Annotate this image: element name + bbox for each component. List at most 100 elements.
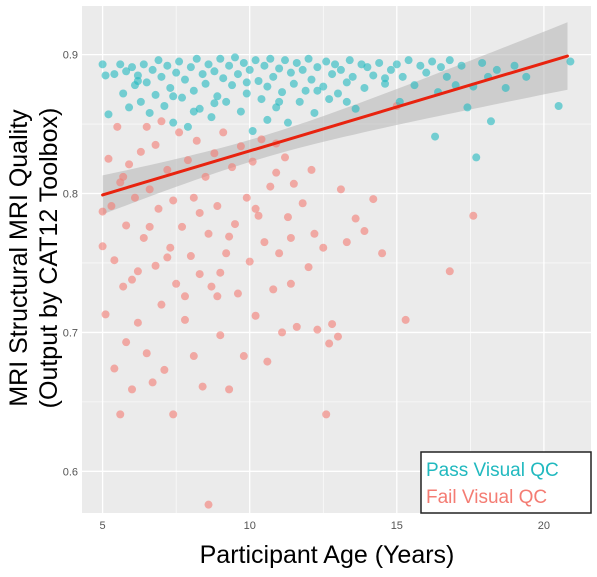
fail-point	[198, 382, 207, 391]
pass-point	[363, 63, 372, 72]
pass-point	[331, 60, 340, 69]
pass-point	[178, 93, 187, 102]
y-axis-title-line1: MRI Structural MRI Quality	[5, 109, 33, 407]
legend-label-pass: Pass Visual QC	[426, 460, 559, 481]
pass-point	[381, 74, 390, 83]
pass-point	[163, 61, 172, 70]
pass-point	[275, 64, 284, 73]
fail-point	[233, 289, 242, 298]
pass-point	[386, 65, 395, 74]
legend-box	[420, 451, 592, 514]
fail-point	[145, 222, 154, 231]
pass-points-layer	[98, 53, 575, 162]
fail-point	[110, 256, 119, 265]
fail-point	[192, 136, 201, 145]
fail-point	[213, 202, 222, 211]
pass-point	[328, 70, 337, 79]
pass-point	[336, 65, 345, 74]
fail-point	[278, 328, 287, 337]
pass-point	[189, 86, 198, 95]
pass-point	[125, 103, 134, 112]
pass-point	[210, 67, 219, 76]
fail-point	[139, 233, 148, 242]
pass-point	[457, 61, 466, 70]
pass-point	[398, 72, 407, 81]
pass-point	[128, 63, 137, 72]
pass-point	[431, 132, 440, 141]
pass-point	[348, 72, 357, 81]
fail-point	[189, 352, 198, 361]
pass-point	[142, 78, 151, 87]
x-tick-label: 5	[100, 520, 106, 532]
fail-point	[325, 339, 334, 348]
fail-point	[251, 204, 260, 213]
pass-point	[395, 97, 404, 106]
fail-point	[183, 156, 192, 165]
fail-point	[142, 349, 151, 358]
pass-point	[186, 63, 195, 72]
fail-point	[292, 322, 301, 331]
pass-point	[510, 61, 519, 70]
pass-point	[242, 89, 251, 98]
pass-point	[486, 117, 495, 126]
fail-point	[104, 154, 113, 163]
pass-point	[333, 89, 342, 98]
pass-point	[228, 81, 237, 90]
fail-point	[207, 282, 216, 291]
pass-point	[313, 63, 322, 72]
fail-point	[101, 310, 110, 319]
fail-point	[148, 378, 157, 387]
fail-point	[213, 292, 222, 301]
pass-point	[151, 90, 160, 99]
fail-point	[257, 135, 266, 144]
fail-point	[151, 261, 160, 270]
fail-point	[163, 165, 172, 174]
fail-point	[113, 122, 122, 131]
fail-point	[272, 168, 281, 177]
pass-point	[351, 104, 360, 113]
pass-point	[436, 63, 445, 72]
pass-point	[98, 60, 107, 69]
pass-point	[154, 56, 163, 65]
fail-point	[254, 211, 263, 220]
pass-point	[263, 82, 272, 91]
pass-point	[245, 65, 254, 74]
fit-line-layer	[101, 54, 569, 197]
pass-point	[283, 118, 292, 127]
legend-label-fail: Fail Visual QC	[426, 487, 547, 508]
fail-point	[298, 199, 307, 208]
fail-point	[160, 365, 169, 374]
fail-point	[360, 227, 369, 236]
fail-point	[128, 275, 137, 284]
pass-point	[501, 83, 510, 92]
pass-point	[360, 83, 369, 92]
pass-point	[207, 113, 216, 122]
fail-point	[116, 410, 125, 419]
pass-point	[160, 102, 169, 111]
fail-point	[336, 185, 345, 194]
fail-point	[122, 338, 131, 347]
pass-point	[180, 75, 189, 84]
fail-point	[230, 220, 239, 229]
fail-point	[122, 221, 131, 230]
pass-point	[213, 92, 222, 101]
fail-point	[286, 279, 295, 288]
fail-point	[310, 229, 319, 238]
fail-point	[328, 320, 337, 329]
pass-point	[119, 89, 128, 98]
pass-point	[298, 65, 307, 74]
fail-point	[157, 117, 166, 126]
pass-point	[175, 57, 184, 66]
pass-point	[210, 99, 219, 108]
pass-point	[219, 74, 228, 83]
pass-point	[322, 57, 331, 66]
fail-point	[401, 315, 410, 324]
pass-point	[325, 95, 334, 104]
fail-point	[154, 204, 163, 213]
y-tick-label: 0.8	[63, 189, 78, 201]
pass-point	[304, 54, 313, 63]
pass-point	[133, 71, 142, 80]
pass-point	[225, 61, 234, 70]
pass-point	[278, 88, 287, 97]
pass-point	[269, 72, 278, 81]
